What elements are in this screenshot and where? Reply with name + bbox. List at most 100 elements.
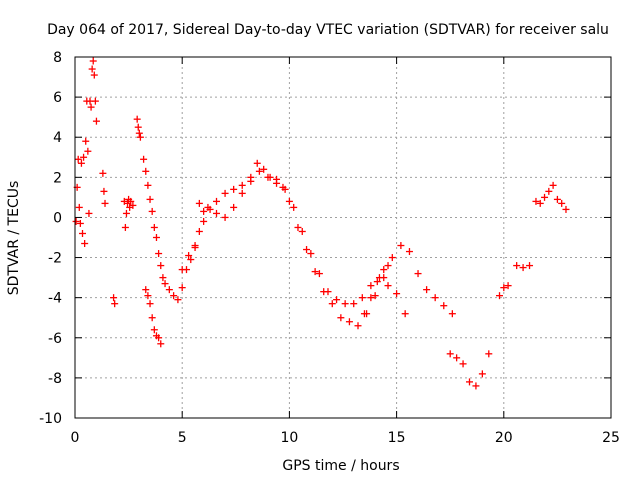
data-point — [77, 159, 85, 167]
data-point — [87, 103, 95, 111]
data-point — [187, 256, 195, 264]
data-point — [76, 219, 84, 227]
data-point — [367, 294, 375, 302]
data-point — [148, 314, 156, 322]
x-tick-label: 10 — [280, 430, 298, 446]
data-point — [142, 167, 150, 175]
data-point — [328, 300, 336, 308]
data-point — [281, 185, 289, 193]
data-point — [307, 250, 315, 258]
data-point — [405, 248, 413, 256]
data-point — [380, 266, 388, 274]
data-point — [75, 203, 83, 211]
data-point — [82, 137, 90, 145]
data-point — [146, 195, 154, 203]
data-point — [549, 181, 557, 189]
data-point — [294, 223, 302, 231]
data-point — [375, 274, 383, 282]
plot-frame — [74, 56, 612, 419]
y-tick-label: 8 — [53, 50, 62, 66]
x-tick-label: 5 — [178, 430, 187, 446]
data-point — [200, 217, 208, 225]
data-point — [423, 286, 431, 294]
data-point — [290, 203, 298, 211]
x-tick-label: 0 — [71, 430, 80, 446]
data-point — [532, 197, 540, 205]
data-point — [401, 310, 409, 318]
data-point — [99, 169, 107, 177]
data-point — [146, 300, 154, 308]
data-point — [431, 294, 439, 302]
data-point — [84, 147, 92, 155]
data-point — [513, 262, 521, 270]
data-point — [545, 187, 553, 195]
data-point — [85, 209, 93, 217]
data-point — [553, 195, 561, 203]
data-point — [562, 205, 570, 213]
y-tick-label: 6 — [53, 90, 62, 106]
data-point — [253, 159, 261, 167]
data-point — [384, 262, 392, 270]
data-point — [152, 234, 160, 241]
data-point — [324, 288, 332, 296]
data-point — [504, 282, 512, 290]
data-point — [230, 185, 238, 193]
data-point — [255, 167, 263, 175]
data-point — [247, 177, 255, 185]
data-point — [144, 292, 152, 300]
data-point — [79, 229, 87, 237]
data-point — [373, 278, 381, 286]
y-tick-label: -10 — [39, 411, 62, 427]
data-point — [221, 189, 229, 197]
data-point — [333, 296, 341, 304]
data-point — [92, 117, 100, 125]
data-point — [150, 223, 158, 231]
data-point — [285, 197, 293, 205]
data-point — [311, 268, 319, 276]
y-tick-label: -8 — [48, 371, 62, 387]
data-point — [345, 318, 353, 326]
data-point — [414, 270, 422, 278]
grid — [75, 57, 611, 418]
data-point — [133, 115, 141, 123]
x-axis-title: GPS time / hours — [282, 458, 399, 474]
data-point — [526, 262, 534, 270]
data-point — [541, 193, 549, 201]
data-point — [100, 187, 108, 195]
data-point — [204, 203, 212, 211]
data-point — [315, 270, 323, 278]
data-point — [264, 173, 272, 181]
data-point — [127, 197, 135, 205]
chart-title: Day 064 of 2017, Sidereal Day-to-day VTE… — [47, 22, 609, 38]
data-point — [155, 334, 163, 342]
data-point — [478, 370, 486, 378]
data-point — [111, 300, 119, 308]
data-point — [371, 292, 379, 300]
data-point — [80, 153, 88, 161]
data-point — [273, 179, 281, 187]
data-point — [81, 240, 89, 248]
data-point — [129, 201, 137, 209]
data-point — [170, 292, 178, 300]
data-point — [446, 350, 454, 358]
y-tick-label: 4 — [53, 130, 62, 146]
data-point — [178, 266, 186, 274]
data-point — [393, 290, 401, 298]
data-point — [384, 282, 392, 290]
data-point — [354, 322, 362, 330]
data-point — [91, 97, 99, 105]
data-point — [388, 254, 396, 262]
data-point — [238, 181, 246, 189]
data-point — [465, 378, 473, 386]
data-point — [496, 292, 504, 300]
data-point — [90, 71, 98, 79]
data-point — [303, 246, 311, 254]
data-point — [213, 209, 221, 217]
data-point — [367, 282, 375, 290]
data-point — [89, 57, 97, 65]
y-axis-title: SDTVAR / TECUs — [6, 181, 22, 296]
data-point — [159, 274, 167, 282]
data-point — [191, 242, 199, 250]
data-point — [221, 213, 229, 221]
